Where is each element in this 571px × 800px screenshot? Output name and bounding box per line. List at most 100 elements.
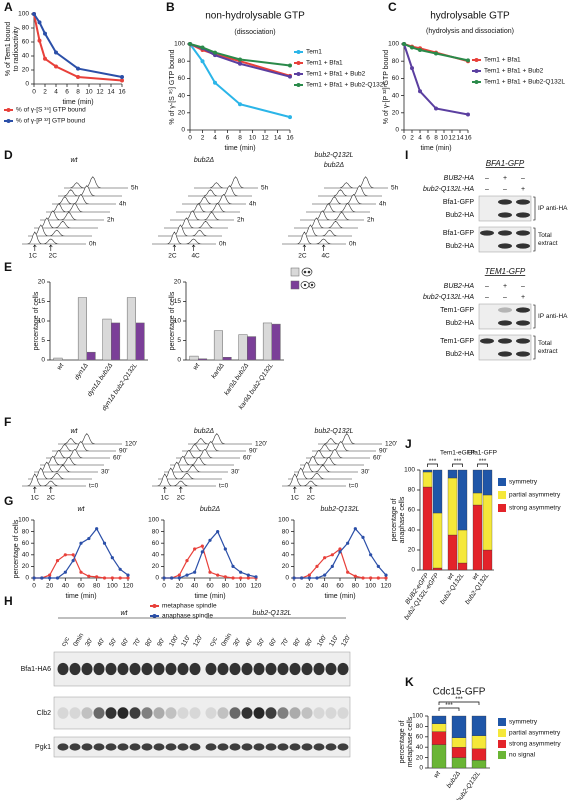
histogram-trace — [282, 473, 346, 487]
panel-label: C — [388, 0, 397, 14]
y-tick-label: 80 — [152, 528, 160, 535]
data-point — [376, 564, 380, 569]
blot-band — [177, 707, 189, 719]
y-tick-label: 0 — [25, 575, 29, 582]
bar-segment — [451, 757, 467, 769]
lane-label: 80' — [144, 637, 154, 648]
legend-swatch — [498, 478, 506, 486]
x-tick-label: 100 — [107, 583, 118, 590]
y-tick-label: 5 — [41, 337, 45, 344]
y-tick-label: 10 — [38, 318, 46, 325]
y-tick-label: 80 — [392, 58, 400, 65]
x-tick-label: 20 — [306, 583, 314, 590]
histogram-trace — [176, 202, 240, 213]
chart-title: wt — [78, 506, 86, 513]
histogram-trace — [28, 224, 92, 237]
y-tick-label: 60 — [22, 540, 30, 547]
blot-band — [253, 743, 265, 751]
data-point — [315, 576, 319, 580]
histogram-trace — [40, 210, 104, 221]
y-tick-label: 40 — [282, 552, 290, 559]
bar — [271, 323, 281, 361]
category-label: wt — [471, 571, 481, 581]
data-point — [223, 547, 227, 551]
x-tick-label: 4 — [213, 135, 217, 142]
subpanel-title: bub2Δ — [194, 157, 215, 164]
legend-label: % of γ-[P ³²] GTP bound — [16, 118, 86, 125]
row-label: Tem1-GFP — [440, 307, 474, 314]
legend-label: anaphase spindle — [162, 613, 213, 620]
x-axis-label: time (min) — [420, 145, 451, 152]
histogram-trace — [288, 224, 352, 237]
y-tick-label: 20 — [282, 563, 290, 570]
significance-label: *** — [455, 696, 463, 703]
bar — [126, 297, 137, 361]
data-point — [200, 550, 204, 554]
blot-band — [516, 351, 530, 357]
y-tick-label: 20 — [174, 279, 182, 286]
lane-label: 90' — [156, 637, 166, 648]
blot-band — [117, 743, 129, 751]
bar-segment — [432, 512, 443, 569]
lane-label: 80' — [292, 637, 302, 648]
y-tick-label: 5 — [177, 337, 181, 344]
histogram-trace — [300, 210, 364, 221]
bar-segment — [422, 486, 433, 571]
x-tick-label: 80 — [93, 583, 101, 590]
data-point — [126, 573, 130, 577]
blot-band — [229, 743, 241, 751]
data-point — [330, 564, 334, 569]
x-tick-label: 12 — [96, 89, 104, 96]
row-label: Bub2-HA — [446, 212, 475, 219]
x-tick-label: 14 — [456, 135, 464, 142]
data-point — [238, 61, 242, 66]
blot-band — [516, 320, 530, 326]
x-tick-label: 120 — [381, 583, 392, 590]
bar-segment — [431, 723, 447, 732]
blot-band — [69, 743, 81, 751]
x-tick-label: 0 — [188, 135, 192, 142]
peak-arrow — [49, 486, 53, 493]
significance-bracket — [438, 701, 480, 705]
data-point — [37, 38, 42, 43]
blot-band — [498, 199, 512, 205]
y-tick-label: 40 — [22, 53, 30, 60]
bar-segment — [472, 469, 483, 494]
legend-marker — [296, 61, 301, 65]
legend-swatch — [498, 729, 506, 737]
data-point — [193, 570, 197, 574]
histogram-trace — [312, 441, 376, 452]
peak-arrow — [321, 244, 326, 251]
row-label: Bub2-HA — [446, 351, 475, 358]
x-tick-label: 2 — [410, 135, 414, 142]
blot-band — [217, 707, 229, 719]
blot-band — [165, 662, 177, 676]
histogram-trace — [40, 455, 104, 466]
panel-label: G — [4, 494, 13, 508]
blot-band — [337, 662, 349, 676]
data-point — [110, 556, 114, 560]
bar-segment — [471, 760, 487, 769]
panel-label: D — [4, 148, 13, 162]
time-label: 0h — [349, 241, 357, 248]
blot-band — [229, 707, 241, 719]
x-tick-label: 0 — [402, 135, 406, 142]
data-point — [216, 530, 220, 534]
row-label: Bfa1-GFP — [443, 230, 474, 237]
blot-band — [516, 212, 530, 218]
y-tick-label: 40 — [392, 92, 400, 99]
bar-segment — [431, 715, 447, 724]
blot-band — [313, 662, 325, 676]
data-point — [193, 547, 197, 551]
time-label: 5h — [131, 185, 139, 192]
x-tick-label: 40 — [62, 583, 70, 590]
legend-label: Tem1 — [306, 49, 322, 56]
subpanel-title: wt — [71, 428, 79, 435]
blot-band — [241, 662, 253, 676]
y-tick-label: 60 — [178, 75, 186, 82]
peak-label: 2C — [307, 495, 316, 502]
data-point — [384, 573, 388, 577]
histogram-trace — [22, 473, 86, 487]
panel-label: B — [166, 0, 175, 14]
blot-band — [81, 743, 93, 751]
